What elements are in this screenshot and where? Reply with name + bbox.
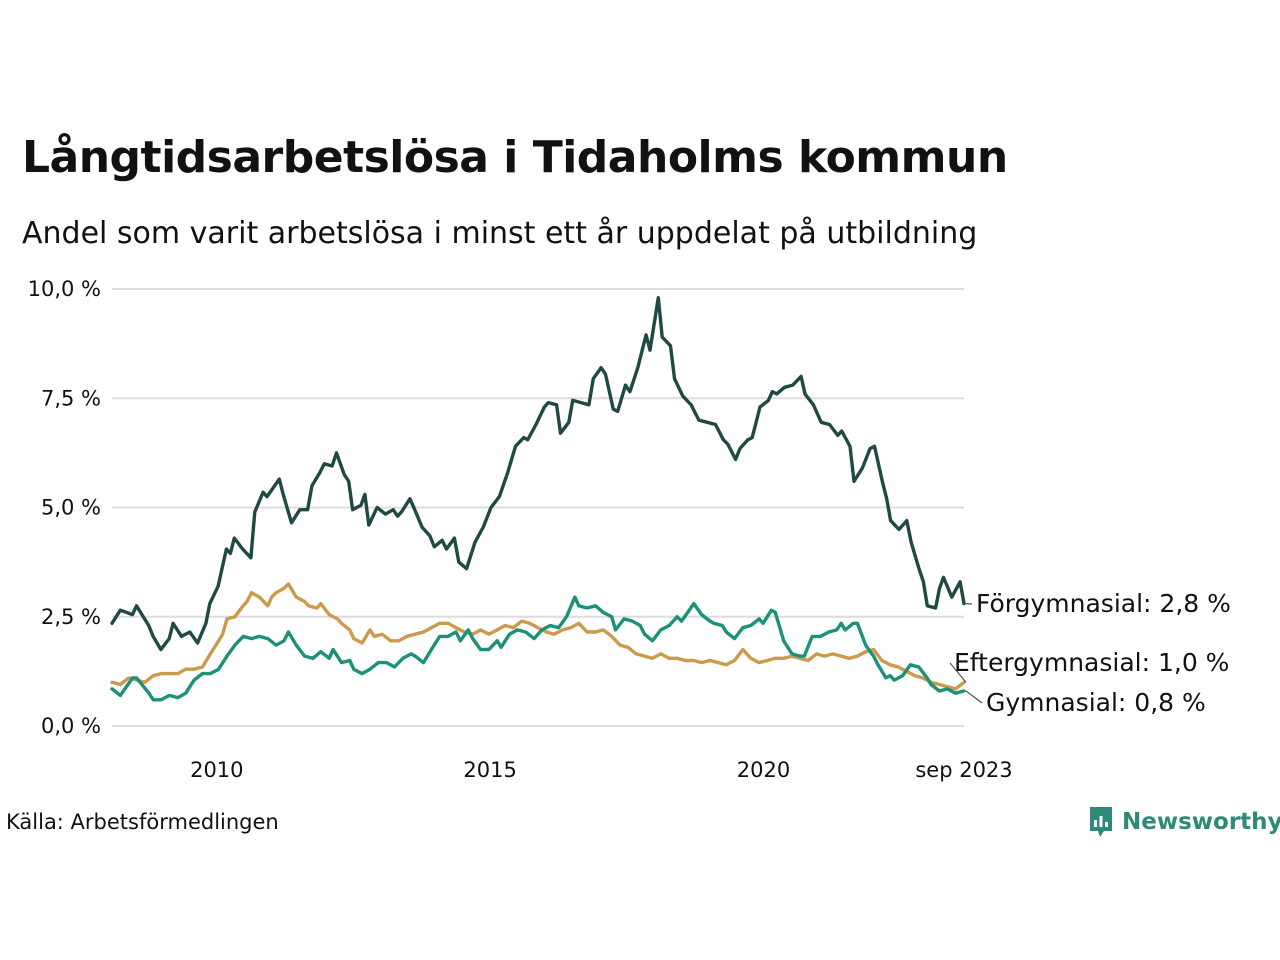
chart-title: Långtidsarbetslösa i Tidaholms kommun (22, 132, 1008, 183)
series-end-labels: Förgymnasial: 2,8 % Gymnasial: 0,8 % Efter… (949, 589, 1231, 717)
series-line-forgymnasial (110, 296, 966, 652)
x-tick-label: 2020 (737, 758, 790, 782)
source-note: Källa: Arbetsförmedlingen (6, 810, 279, 834)
newsworthy-logo[interactable]: Newsworthy (1088, 804, 1280, 840)
newsworthy-logo-text: Newsworthy (1122, 809, 1280, 835)
end-label-connector-eftergymnasial (949, 662, 967, 683)
y-tick-label: 2,5 % (41, 605, 101, 629)
series-lines (110, 296, 966, 702)
x-tick-label: 2015 (463, 758, 516, 782)
newsworthy-logo-icon (1090, 807, 1112, 837)
y-tick-label: 0,0 % (41, 714, 101, 738)
series-end-label-gymnasial: Gymnasial: 0,8 % (986, 688, 1206, 717)
x-tick-label: 2010 (190, 758, 243, 782)
series-end-label-eftergymnasial: Eftergymnasial: 1,0 % (954, 648, 1229, 677)
x-axis-ticks: 2010 2015 2020 sep 2023 (190, 758, 1013, 782)
series-line-gymnasial (110, 595, 966, 702)
y-tick-label: 7,5 % (41, 386, 101, 410)
end-label-connector-gymnasial (965, 690, 983, 704)
series-line-eftergymnasial (110, 582, 966, 691)
y-axis-ticks: 0,0 % 2,5 % 5,0 % 7,5 % 10,0 % (28, 277, 101, 738)
chart-subtitle: Andel som varit arbetslösa i minst ett å… (22, 216, 978, 251)
x-tick-label: sep 2023 (915, 758, 1012, 782)
y-tick-label: 10,0 % (28, 277, 101, 301)
gridlines (112, 288, 964, 727)
series-end-label-forgymnasial: Förgymnasial: 2,8 % (976, 589, 1231, 618)
y-tick-label: 5,0 % (41, 496, 101, 520)
